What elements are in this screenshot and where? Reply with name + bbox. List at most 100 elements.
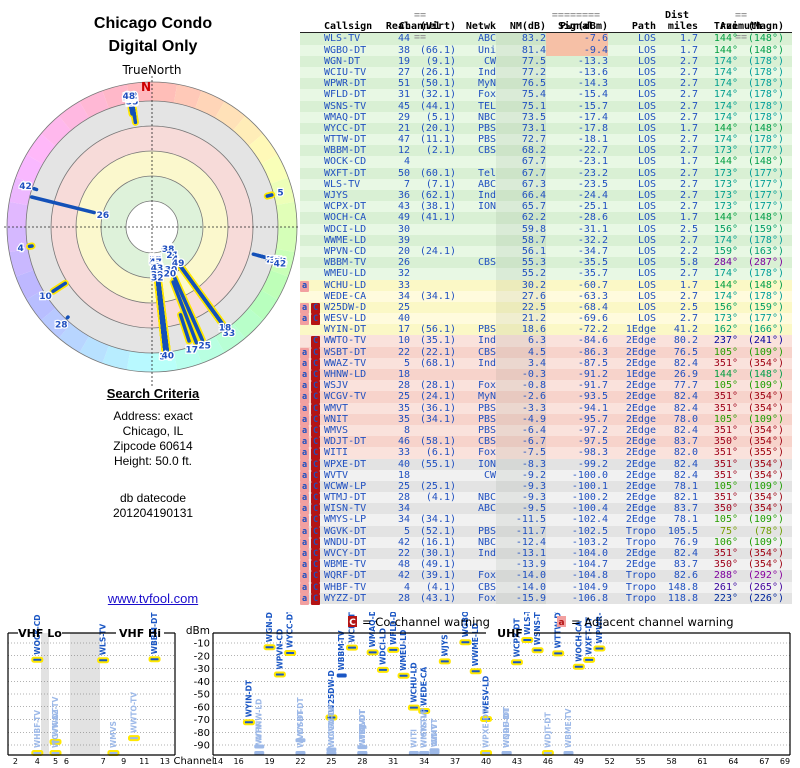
cell-azimuth-true: 351°	[713, 548, 738, 559]
cell-azimuth-true: 174°	[713, 100, 738, 112]
cell-azimuth-true: 105°	[713, 346, 738, 358]
cell-callsign: WFLD-DT	[324, 89, 367, 101]
table-row: WWME-LD 39 58.7 -32.2 LOS 2.7 174° (178°)	[300, 234, 792, 246]
cell-callsign: WNDU-DT	[324, 536, 367, 548]
cell-azimuth-true: 288°	[713, 570, 738, 582]
dbm-tick-label: -50	[194, 690, 210, 701]
radar-channel-label: 8	[129, 95, 135, 105]
warning-badges: C	[300, 335, 322, 348]
cell-callsign: WMAQ-DT	[324, 111, 367, 123]
cell-callsign: WOCH-CA	[324, 212, 367, 224]
cell-nm-db: -9.2	[496, 469, 546, 481]
radar-channel-label: 47	[149, 258, 162, 268]
cell-pwr-dbm: -103.2	[571, 536, 608, 548]
cell-callsign: WESV-LD	[324, 313, 367, 325]
radar-station-line	[265, 193, 274, 198]
cell-pwr-dbm: -100.2	[571, 492, 608, 504]
cell-real-channel: 7	[403, 178, 410, 190]
cell-path: LOS	[637, 145, 656, 157]
station-marker-label: WMYS-LP	[420, 708, 429, 748]
radar-rim-wedge	[102, 345, 131, 370]
cell-azimuth-true: 144°	[713, 212, 738, 224]
cell-nm-db: -14.0	[496, 581, 546, 593]
adjacent-channel-warning-badge: a	[300, 403, 309, 415]
station-marker-group: WOCK-CD	[31, 615, 44, 663]
cell-callsign: WDJT-DT	[324, 436, 367, 448]
radar-channel-label: 51	[149, 255, 162, 265]
cell-azimuth-magnetic: (109°)	[747, 480, 784, 492]
station-marker-group: WVTV	[254, 723, 265, 755]
table-row: WYIN-DT 17 (56.1) PBS 18.6 -72.2 1Edge 41.2 162°…	[300, 324, 792, 336]
cell-callsign: WCPX-DT	[324, 201, 367, 213]
channel-tick-label: 13	[160, 757, 170, 766]
radar-station-line	[32, 186, 39, 192]
cell-pwr-dbm: -35.7	[577, 268, 608, 280]
channel-tick-label: 61	[697, 757, 707, 766]
cell-azimuth-true: 173°	[713, 178, 738, 190]
cell-nm-db: 59.8	[496, 223, 546, 235]
station-marker-label: WJYS	[440, 634, 449, 656]
cell-callsign: WSBT-DT	[324, 346, 367, 358]
cell-dist-miles: 2.7	[679, 234, 698, 246]
tvfool-link[interactable]: www.tvfool.com	[107, 591, 199, 606]
cell-nm-db: -9.3	[496, 492, 546, 504]
table-row: WCPX-DT 43 (38.1) ION 65.7 -25.1 LOS 2.7 173° (17…	[300, 201, 792, 213]
station-marker-group: WMAQ-DT	[366, 604, 379, 656]
station-marker-group: WMVS	[107, 721, 120, 756]
cell-azimuth-magnetic: (354°)	[747, 492, 784, 504]
cell-pwr-dbm: -35.5	[577, 257, 608, 269]
cell-dist-miles: 2.7	[679, 55, 698, 67]
radar-rim-wedge	[248, 133, 278, 164]
cell-azimuth-true: 351°	[713, 357, 738, 369]
cell-azimuth-magnetic: (354°)	[747, 391, 784, 403]
radar-channel-label: 33	[125, 94, 138, 104]
cell-nm-db: -11.5	[496, 514, 546, 526]
channel-tick-label: 19	[264, 757, 274, 766]
cell-azimuth-magnetic: (178°)	[747, 78, 784, 90]
cell-path: LOS	[637, 290, 656, 302]
station-marker-group: WSBT-DT	[295, 697, 306, 743]
radar-rim-wedge	[270, 248, 295, 277]
cell-pwr-dbm: -13.3	[577, 55, 608, 67]
group-header-signal: ========Signal========	[551, 10, 601, 43]
cell-nm-db: -9.5	[496, 503, 546, 515]
cell-pwr-dbm: -18.1	[577, 134, 608, 146]
table-row: WLS-TV 44 ABC 83.2 -7.6 LOS 1.7 144° (148°)	[300, 33, 792, 45]
cell-callsign: WQRF-DT	[324, 570, 367, 582]
station-marker-group: WHNW-LD	[254, 699, 265, 749]
station-marker	[408, 751, 419, 755]
cell-network: Fox	[477, 570, 496, 582]
cell-network	[456, 280, 496, 291]
cell-nm-db: -13.9	[496, 559, 546, 571]
station-marker-label: WYIN-DT	[244, 679, 253, 717]
db-datecode-value: 201204190131	[112, 506, 194, 520]
station-marker-group: WITI	[408, 729, 419, 755]
radar-station-line	[130, 102, 135, 110]
station-marker-label: WYZZ-DT	[358, 708, 367, 748]
cell-nm-db: 30.2	[496, 279, 546, 291]
cell-azimuth-magnetic: (109°)	[747, 514, 784, 526]
cell-pwr-dbm: -69.6	[577, 313, 608, 325]
co-channel-warning-badge: C	[311, 582, 320, 594]
cell-azimuth-true: 75°	[719, 525, 738, 537]
radar-rim-wedge	[126, 351, 152, 372]
radar-channel-label: 17	[186, 346, 199, 356]
cell-network: MyN	[477, 78, 496, 90]
cell-network: CBS	[477, 346, 496, 358]
adjacent-channel-warning-badge: a	[300, 537, 309, 549]
cell-network: PBS	[477, 402, 496, 414]
station-marker-group: WXFT-DT	[583, 616, 596, 663]
cell-azimuth-true: 156°	[713, 301, 738, 313]
table-row: a C WBME-TV 48 (49.1) -13.9 -104.7 2Edge 83.7 350…	[300, 559, 792, 572]
station-marker-group: WCGV-TV	[326, 706, 337, 752]
cell-virtual-channel: (60.1)	[419, 167, 456, 179]
adjacent-channel-warning-badge: a	[300, 425, 309, 438]
dbm-tick-label: -30	[194, 664, 210, 675]
station-marker-label: WCWW-LP	[327, 704, 336, 748]
cell-path: 2Edge	[625, 346, 656, 358]
radar-channel-label: 10	[39, 292, 52, 302]
